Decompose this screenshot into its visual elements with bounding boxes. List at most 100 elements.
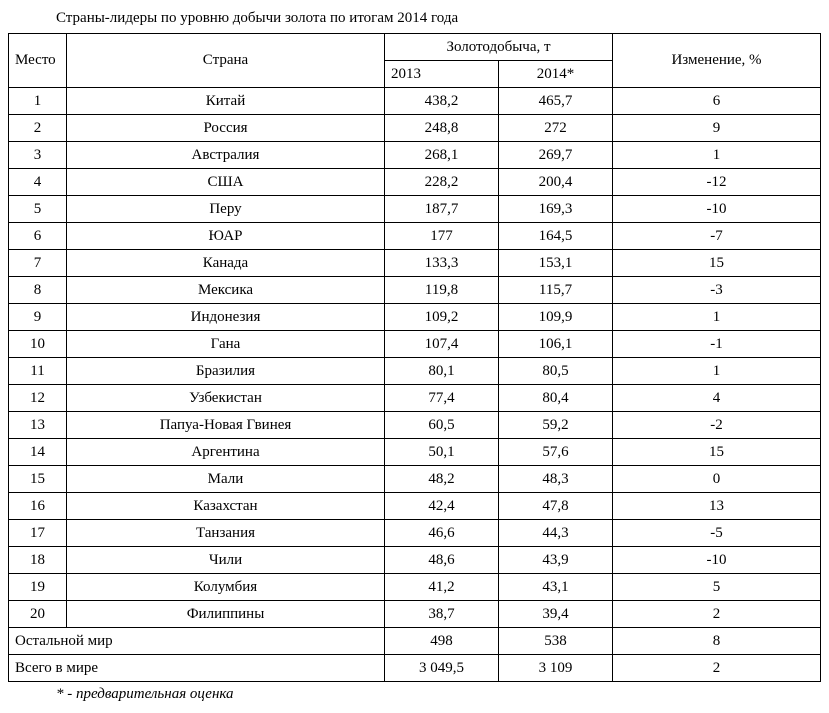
cell-2013: 133,3 <box>385 250 499 277</box>
cell-country: Мали <box>67 466 385 493</box>
cell-summary-2014: 3 109 <box>499 655 613 682</box>
cell-2013: 177 <box>385 223 499 250</box>
cell-summary-change: 8 <box>613 628 821 655</box>
cell-2014: 80,5 <box>499 358 613 385</box>
cell-country: Аргентина <box>67 439 385 466</box>
table-row: 4США228,2200,4-12 <box>9 169 821 196</box>
cell-change: -7 <box>613 223 821 250</box>
cell-country: США <box>67 169 385 196</box>
cell-2013: 77,4 <box>385 385 499 412</box>
cell-2013: 438,2 <box>385 88 499 115</box>
table-row: 19Колумбия41,243,15 <box>9 574 821 601</box>
cell-rank: 12 <box>9 385 67 412</box>
cell-rank: 13 <box>9 412 67 439</box>
cell-2014: 272 <box>499 115 613 142</box>
cell-rank: 2 <box>9 115 67 142</box>
table-title: Страны-лидеры по уровню добычи золота по… <box>56 10 821 27</box>
table-header: Место Страна Золотодобыча, т Изменение, … <box>9 34 821 88</box>
cell-2014: 44,3 <box>499 520 613 547</box>
cell-change: 6 <box>613 88 821 115</box>
table-row: 3Австралия268,1269,71 <box>9 142 821 169</box>
cell-summary-change: 2 <box>613 655 821 682</box>
header-country: Страна <box>67 34 385 88</box>
cell-2014: 106,1 <box>499 331 613 358</box>
cell-2014: 48,3 <box>499 466 613 493</box>
cell-change: -5 <box>613 520 821 547</box>
cell-2013: 248,8 <box>385 115 499 142</box>
cell-country: Китай <box>67 88 385 115</box>
cell-summary-2014: 538 <box>499 628 613 655</box>
cell-2014: 164,5 <box>499 223 613 250</box>
table-row: 1Китай438,2465,76 <box>9 88 821 115</box>
cell-rank: 6 <box>9 223 67 250</box>
cell-change: 13 <box>613 493 821 520</box>
cell-country: Танзания <box>67 520 385 547</box>
cell-country: Австралия <box>67 142 385 169</box>
cell-2013: 41,2 <box>385 574 499 601</box>
cell-change: 9 <box>613 115 821 142</box>
table-row: 16Казахстан42,447,813 <box>9 493 821 520</box>
table-row: 14Аргентина50,157,615 <box>9 439 821 466</box>
table-row: 8Мексика119,8115,7-3 <box>9 277 821 304</box>
table-row: 15Мали48,248,30 <box>9 466 821 493</box>
cell-rank: 1 <box>9 88 67 115</box>
cell-rank: 15 <box>9 466 67 493</box>
cell-country: Колумбия <box>67 574 385 601</box>
table-row: 6ЮАР177164,5-7 <box>9 223 821 250</box>
table-row: 2Россия248,82729 <box>9 115 821 142</box>
cell-2014: 153,1 <box>499 250 613 277</box>
header-change: Изменение, % <box>613 34 821 88</box>
cell-2014: 43,9 <box>499 547 613 574</box>
table-row: 9Индонезия109,2109,91 <box>9 304 821 331</box>
cell-rank: 10 <box>9 331 67 358</box>
cell-change: 1 <box>613 142 821 169</box>
cell-2014: 269,7 <box>499 142 613 169</box>
table-row: 12Узбекистан77,480,44 <box>9 385 821 412</box>
cell-country: Чили <box>67 547 385 574</box>
table-row: 7Канада133,3153,115 <box>9 250 821 277</box>
cell-country: Индонезия <box>67 304 385 331</box>
cell-rank: 8 <box>9 277 67 304</box>
cell-country: Бразилия <box>67 358 385 385</box>
cell-rank: 11 <box>9 358 67 385</box>
cell-change: 1 <box>613 358 821 385</box>
cell-2014: 80,4 <box>499 385 613 412</box>
cell-country: Россия <box>67 115 385 142</box>
cell-2014: 59,2 <box>499 412 613 439</box>
cell-2014: 200,4 <box>499 169 613 196</box>
cell-rank: 5 <box>9 196 67 223</box>
cell-country: Узбекистан <box>67 385 385 412</box>
cell-2014: 115,7 <box>499 277 613 304</box>
cell-2014: 465,7 <box>499 88 613 115</box>
cell-2013: 119,8 <box>385 277 499 304</box>
table-footnote: * - предварительная оценка <box>56 686 821 703</box>
cell-change: -1 <box>613 331 821 358</box>
cell-change: 4 <box>613 385 821 412</box>
cell-2013: 60,5 <box>385 412 499 439</box>
cell-change: 15 <box>613 250 821 277</box>
cell-2013: 38,7 <box>385 601 499 628</box>
cell-2014: 169,3 <box>499 196 613 223</box>
cell-change: -12 <box>613 169 821 196</box>
cell-rank: 17 <box>9 520 67 547</box>
table-row: 13Папуа-Новая Гвинея60,559,2-2 <box>9 412 821 439</box>
cell-rank: 16 <box>9 493 67 520</box>
table-row: 20Филиппины38,739,42 <box>9 601 821 628</box>
cell-2014: 109,9 <box>499 304 613 331</box>
cell-country: Казахстан <box>67 493 385 520</box>
cell-change: 1 <box>613 304 821 331</box>
cell-rank: 7 <box>9 250 67 277</box>
cell-2014: 39,4 <box>499 601 613 628</box>
cell-summary-2013: 3 049,5 <box>385 655 499 682</box>
cell-rank: 18 <box>9 547 67 574</box>
cell-country: Мексика <box>67 277 385 304</box>
cell-summary-label: Остальной мир <box>9 628 385 655</box>
cell-2013: 268,1 <box>385 142 499 169</box>
table-body: 1Китай438,2465,762Россия248,827293Австра… <box>9 88 821 682</box>
cell-2013: 228,2 <box>385 169 499 196</box>
cell-country: Перу <box>67 196 385 223</box>
header-gold-group: Золотодобыча, т <box>385 34 613 61</box>
cell-country: Гана <box>67 331 385 358</box>
cell-change: 2 <box>613 601 821 628</box>
cell-country: Филиппины <box>67 601 385 628</box>
